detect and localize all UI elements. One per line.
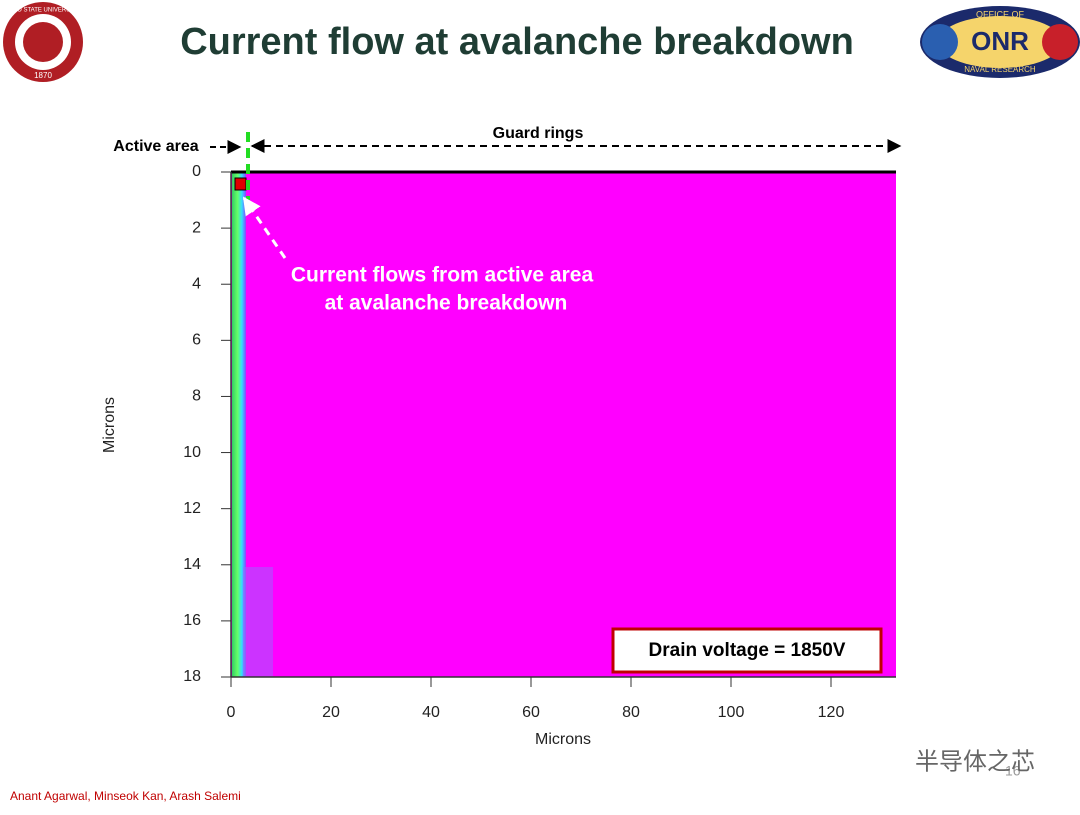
onr-logo: OFFICE OF ONR NAVAL RESEARCH	[920, 6, 1080, 78]
field	[231, 172, 896, 677]
contact	[234, 177, 247, 191]
current-strip	[232, 172, 246, 677]
y-tick-label: 6	[192, 332, 201, 349]
y-tick-label: 12	[183, 500, 201, 517]
x-tick-label: 40	[422, 704, 440, 721]
y-tick-label: 2	[192, 219, 201, 236]
y-tick-label: 4	[192, 275, 201, 292]
y-tick-label: 10	[183, 444, 201, 461]
y-tick-label: 14	[183, 556, 201, 573]
x-tick-label: 60	[522, 704, 540, 721]
y-tick-label: 0	[192, 163, 201, 180]
x-tick-label: 0	[227, 704, 236, 721]
page-number: 16	[1005, 763, 1021, 779]
plot: 0 20 40 60 80 100 120 0 2 4 6 8 10 12 14 16 18	[183, 163, 896, 721]
current-note: at avalanche breakdown	[325, 292, 568, 315]
onr-top: OFFICE OF	[976, 9, 1024, 19]
slide-title: Current flow at avalanche breakdown	[180, 21, 854, 63]
osu-logo: OHIO STATE UNIVERSITY 1870	[3, 2, 83, 82]
voltage-label: Drain voltage = 1850V	[649, 640, 846, 661]
current-note: Current flows from active area	[291, 264, 594, 287]
osu-year: 1870	[34, 71, 52, 80]
onr-bottom: NAVAL RESEARCH	[964, 65, 1036, 74]
y-tick-label: 16	[183, 612, 201, 629]
footer-authors: Anant Agarwal, Minseok Kan, Arash Salemi	[10, 789, 241, 803]
guard-rings-label: Guard rings	[493, 125, 584, 142]
strip-glow	[243, 567, 273, 677]
y-axis-label: Microns	[101, 397, 118, 453]
active-area-label: Active area	[113, 138, 198, 155]
x-axis-label: Microns	[535, 731, 591, 748]
y-tick-label: 18	[183, 668, 201, 685]
x-tick-label: 20	[322, 704, 340, 721]
x-tick-label: 100	[718, 704, 745, 721]
watermark: 半导体之芯	[915, 748, 1035, 775]
voltage-box	[611, 627, 883, 674]
x-tick-label: 120	[818, 704, 845, 721]
osu-text: OHIO STATE UNIVERSITY	[6, 8, 79, 14]
x-tick-label: 80	[622, 704, 640, 721]
onr-name: ONR	[971, 26, 1029, 56]
y-tick-label: 8	[192, 388, 201, 405]
current-arrow	[242, 196, 287, 259]
